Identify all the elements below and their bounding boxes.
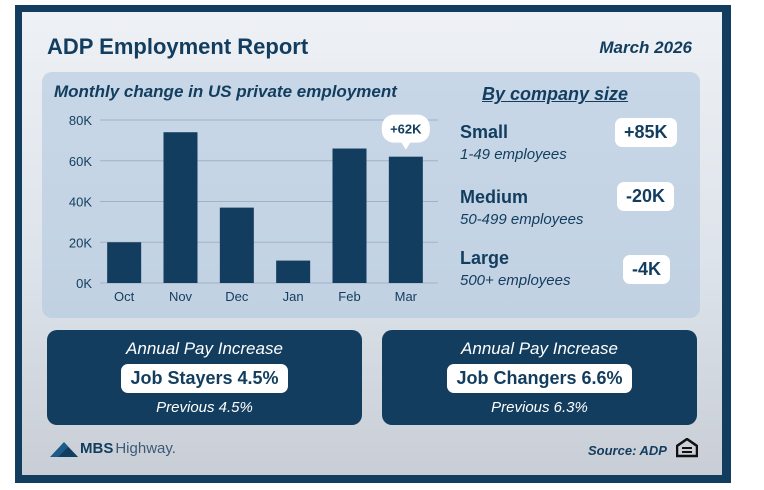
annotation-label: +62K (390, 122, 422, 137)
pay-value: Job Changers 6.6% (447, 364, 632, 393)
bar-mar (388, 156, 423, 283)
bar-oct (107, 242, 142, 283)
y-tick-label: 0K (76, 276, 92, 291)
size-name: Large (460, 248, 510, 268)
x-tick-label: Nov (169, 289, 193, 304)
size-change-badge: -20K (617, 182, 675, 211)
x-tick-label: Feb (338, 289, 360, 304)
mbs-highway-logo: MBS Highway. (50, 440, 176, 457)
size-name: Small (460, 122, 509, 142)
bar-jan (276, 260, 311, 283)
x-tick-label: Oct (114, 289, 135, 304)
report-date: March 2026 (599, 38, 692, 57)
size-range: 500+ employees (460, 272, 571, 289)
y-tick-label: 40K (69, 195, 92, 210)
source: Source: ADP (588, 443, 667, 458)
size-medium: Medium 50-499 employees (460, 187, 583, 228)
pay-box-changers: Annual Pay Increase Job Changers 6.6% Pr… (382, 330, 697, 425)
page-title: ADP Employment Report (47, 34, 309, 59)
annotation-pointer (400, 141, 411, 150)
pay-value: Job Stayers 4.5% (121, 364, 288, 393)
company-size-title: By company size (482, 84, 629, 104)
size-range: 1-49 employees (460, 146, 567, 163)
y-tick-label: 80K (69, 113, 92, 128)
size-change-badge: +85K (615, 118, 677, 147)
annotation-bubble (381, 114, 430, 143)
logo-bold: MBS (80, 440, 114, 457)
size-name: Medium (460, 187, 529, 207)
bar-chart: 0K 20K 40K 60K 80K Oct Nov Dec Jan Feb Mar +62K (69, 113, 438, 304)
x-tick-label: Mar (395, 289, 418, 304)
y-tick-label: 20K (69, 235, 92, 250)
bar-nov (163, 132, 198, 283)
equal-housing-icon (676, 438, 698, 458)
size-change-badge: -4K (623, 255, 671, 284)
chart-panel (42, 72, 700, 318)
pay-previous: Previous 4.5% (156, 399, 253, 416)
bar-feb (332, 148, 367, 283)
x-tick-label: Jan (283, 289, 304, 304)
chart-title: Monthly change in US private employment (54, 82, 397, 101)
pay-heading: Annual Pay Increase (126, 339, 283, 358)
pay-previous: Previous 6.3% (491, 399, 588, 416)
pay-heading: Annual Pay Increase (461, 339, 618, 358)
mountain-icon (50, 441, 78, 457)
pay-box-stayers: Annual Pay Increase Job Stayers 4.5% Pre… (47, 330, 362, 425)
size-small: Small 1-49 employees (460, 122, 567, 163)
x-tick-label: Dec (225, 289, 249, 304)
bar-dec (219, 207, 254, 283)
size-range: 50-499 employees (460, 211, 584, 228)
logo-light: Highway. (115, 440, 176, 457)
size-large: Large 500+ employees (460, 248, 571, 289)
y-tick-label: 60K (69, 154, 92, 169)
